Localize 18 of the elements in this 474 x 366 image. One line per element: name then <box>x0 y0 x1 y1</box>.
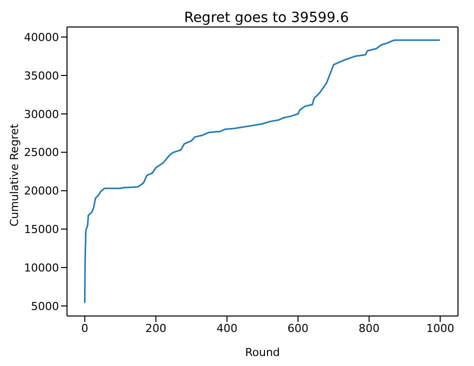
y-tick-label: 35000 <box>24 69 59 82</box>
y-axis-title: Cumulative Regret <box>8 123 21 226</box>
x-tick-label: 0 <box>81 322 88 335</box>
x-axis-title: Round <box>245 346 280 359</box>
x-tick-label: 1000 <box>426 322 454 335</box>
x-tick-label: 600 <box>288 322 309 335</box>
x-tick-label: 400 <box>216 322 238 335</box>
y-tick-label: 10000 <box>24 261 59 274</box>
y-tick-label: 15000 <box>24 223 59 236</box>
y-tick-label: 5000 <box>31 300 59 313</box>
y-tick-label: 30000 <box>24 108 59 121</box>
y-tick-label: 25000 <box>24 146 59 160</box>
y-tick-label: 40000 <box>24 30 59 44</box>
x-tick-label: 200 <box>145 322 166 335</box>
x-tick-label: 800 <box>358 322 380 335</box>
y-tick-label: 20000 <box>24 184 59 198</box>
chart-title: Regret goes to 39599.6 <box>183 10 350 26</box>
line-series <box>84 39 441 304</box>
